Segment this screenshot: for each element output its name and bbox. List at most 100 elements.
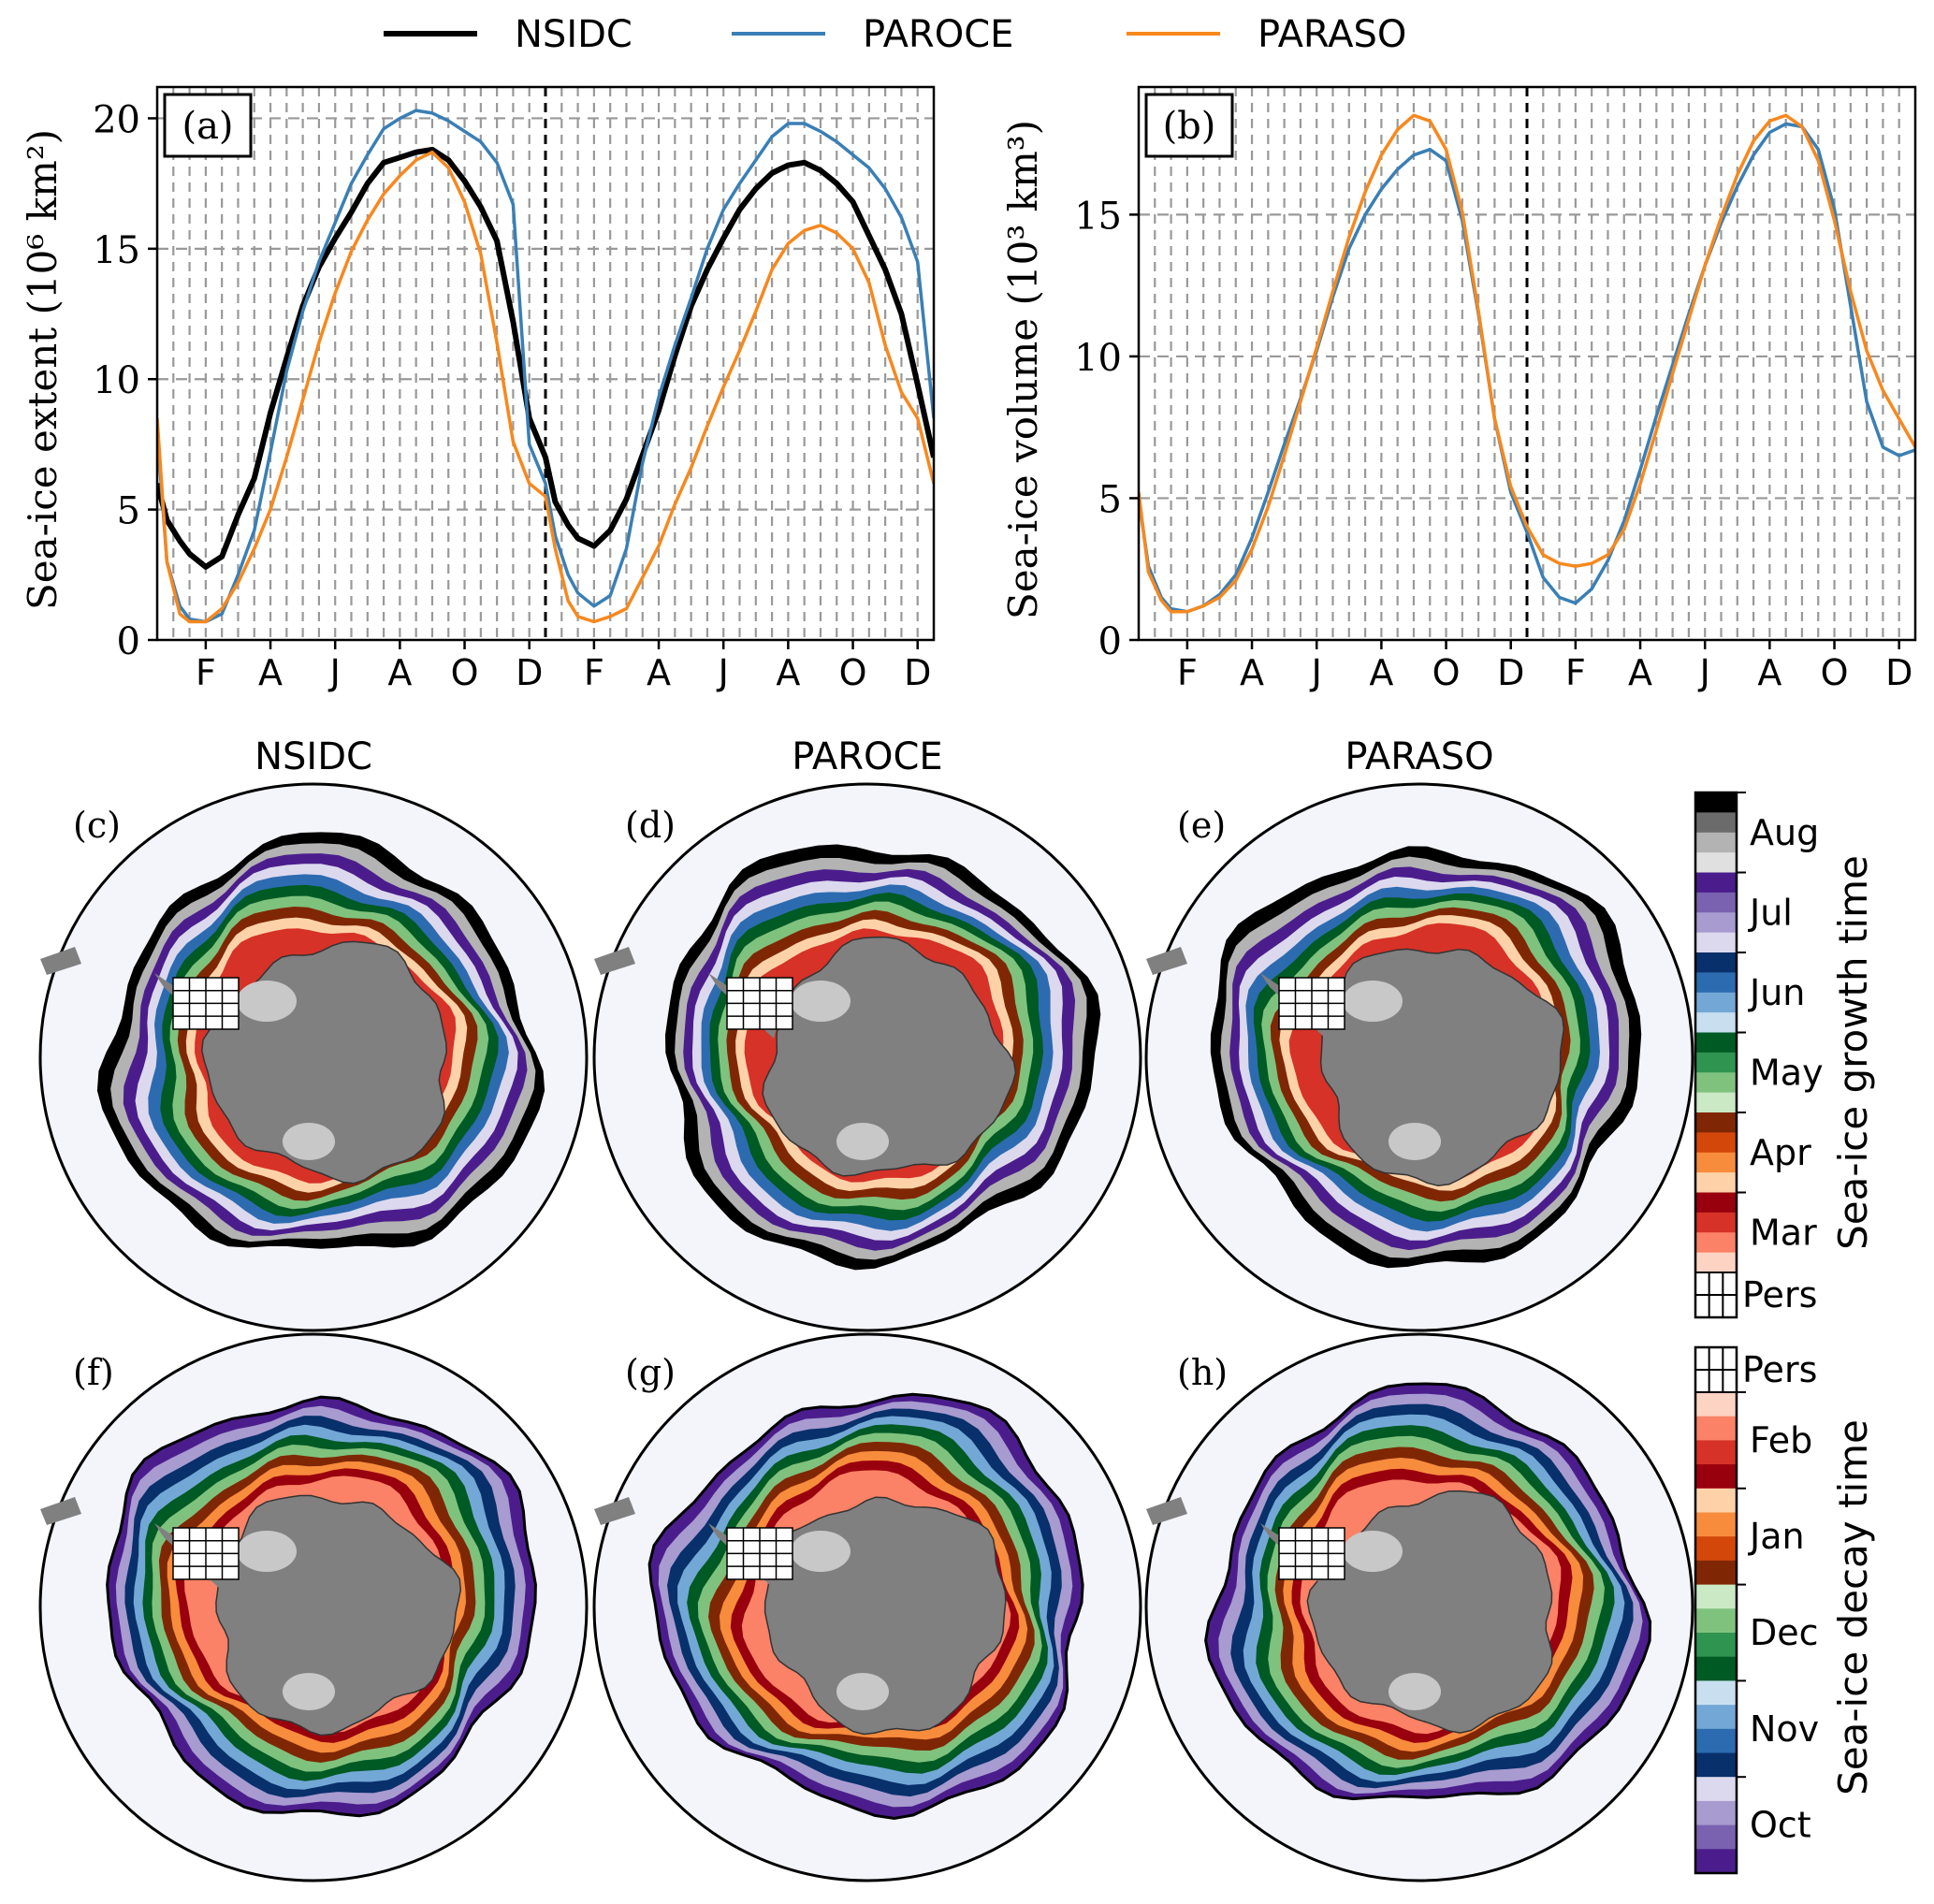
panel-b-ylabel: Sea-ice volume (10³ km³) [1000,120,1046,619]
colorbar-swatch [1695,1464,1737,1490]
colorbar-swatch [1695,1824,1737,1850]
y-tick-label: 10 [1074,337,1122,380]
south-america-tip [594,947,635,975]
y-tick-label: 10 [93,359,140,402]
colorbar-swatch [1695,912,1737,934]
ice-shelf [237,981,297,1022]
x-tick-label: D [516,652,543,693]
map-panel [592,782,1142,1332]
colorbar-tick-label: Nov [1750,1708,1819,1750]
colorbar-decay: Feb Jan Dec Nov Oct Pers [1694,1345,1819,1875]
colorbar-swatch [1695,1032,1737,1054]
colorbar-swatch [1695,1212,1737,1233]
map-column-title-paroce: PAROCE [792,735,942,778]
colorbar-frame [1694,1345,1738,1875]
panel-label: (b) [1163,105,1216,148]
map-label-h: (h) [1177,1352,1228,1393]
colorbar-swatch [1695,892,1737,913]
colorbar-swatch [1695,1777,1737,1802]
colorbar-tick-label: May [1750,1052,1824,1093]
colorbar-swatch [1695,1252,1737,1273]
plot-frame [155,85,936,642]
colorbar-swatch [1695,1728,1737,1753]
series-line-paraso [157,150,934,624]
x-tick-label: J [328,652,341,693]
colorbar-swatch [1695,1608,1737,1634]
x-tick-label: O [1821,652,1849,693]
plot-frame [1137,85,1917,642]
colorbar-swatch [1695,1800,1737,1826]
colorbar-swatch [1695,1092,1737,1113]
colorbar-tick-label: Aug [1750,812,1819,853]
colorbar-swatch [1695,1656,1737,1681]
colorbar-swatch [1695,992,1737,1013]
colorbar-tick-label: Oct [1750,1805,1811,1846]
colorbar-swatch [1695,1072,1737,1094]
map-label-e: (e) [1177,805,1226,846]
x-tick-label: A [1628,652,1652,693]
x-tick-label: A [258,652,283,693]
colorbar-growth-label: Sea-ice growth time [1830,855,1876,1250]
persistent-ice-hatch [726,1527,793,1580]
south-america-tip [1146,947,1187,975]
y-tick-label: 15 [1074,195,1122,238]
x-tick-label: O [839,652,867,693]
colorbar-swatch [1695,1152,1737,1173]
ice-shelf [283,1673,335,1710]
map-label-d: (d) [625,805,676,846]
colorbar-swatch [1695,932,1737,953]
colorbar-swatch [1695,1488,1737,1513]
south-america-tip [594,1497,635,1525]
colorbar-swatch [1695,1132,1737,1154]
colorbar-swatch [1695,1392,1737,1417]
colorbar-swatch [1695,1849,1737,1874]
colorbar-swatch [1695,1705,1737,1730]
south-america-tip [1146,1497,1187,1525]
colorbar-swatch [1695,832,1737,853]
colorbar-swatch [1695,1232,1737,1254]
colorbar-tick-label: Dec [1750,1612,1819,1653]
x-tick-label: O [1432,652,1461,693]
ice-shelf [791,1531,851,1572]
colorbar-swatch [1695,1172,1737,1193]
colorbar-swatch [1695,792,1737,813]
persistent-ice-hatch [1278,1527,1345,1580]
x-tick-label: F [1177,652,1198,693]
series-line-paraso [1139,113,1915,614]
colorbar-swatch [1695,1536,1737,1562]
x-tick-label: A [647,652,671,693]
south-america-tip [40,1497,81,1525]
colorbar-swatch [1695,1112,1737,1133]
map-label-f: (f) [73,1352,114,1393]
x-tick-label: F [196,652,216,693]
colorbar-tick-label: Feb [1750,1419,1812,1461]
colorbar-swatch [1695,1584,1737,1609]
colorbars: Aug Jul Jun May Apr Mar Pers Feb Jan Dec Nov Oct Per… [1694,791,1824,1875]
y-tick-label: 0 [117,620,140,663]
ice-shelf [836,1673,889,1710]
colorbar-swatch [1695,852,1737,873]
panel-label: (a) [182,105,233,148]
colorbar-tick-label: Jul [1748,892,1793,933]
persistent-ice-hatch [1278,977,1345,1030]
colorbar-swatch [1695,1052,1737,1073]
colorbar-swatch [1695,1633,1737,1658]
map-panel [38,1332,589,1882]
map-label-c: (c) [73,805,121,846]
map-column-title-nsidc: NSIDC [254,735,372,778]
colorbar-swatch [1695,1416,1737,1441]
y-tick-label: 0 [1098,620,1122,663]
colorbar-tick-label: Mar [1750,1212,1817,1253]
colorbar-decay-label: Sea-ice decay time [1830,1419,1876,1795]
colorbar-tick-label: Jun [1748,972,1805,1013]
legend-label-nsidc: NSIDC [515,13,633,56]
x-tick-label: A [1757,652,1781,693]
map-panel [38,782,589,1332]
y-tick-label: 5 [117,490,140,533]
colorbar-swatch [1695,1752,1737,1778]
colorbar-frame [1694,791,1738,1319]
ice-shelf [1389,1123,1441,1160]
